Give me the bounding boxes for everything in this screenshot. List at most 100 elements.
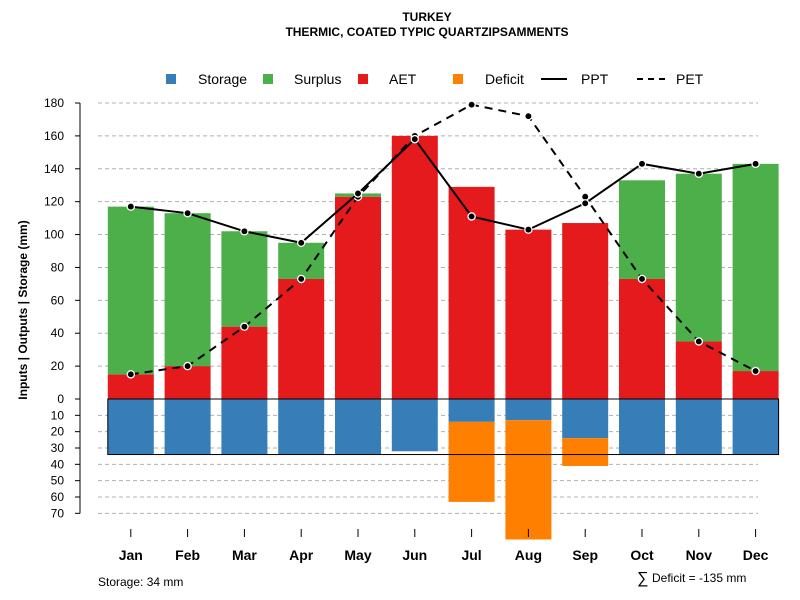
pet-point-mar <box>240 322 249 331</box>
storage-bar-sep <box>562 399 609 439</box>
ppt-line <box>130 137 756 244</box>
aet-bar-jul <box>448 186 495 399</box>
y-tick-label: 20 <box>51 425 65 439</box>
surplus-bar-nov <box>675 173 722 342</box>
x-tick-label-mar: Mar <box>232 547 257 563</box>
aet-bar-apr <box>278 278 325 399</box>
pet-line <box>130 103 757 376</box>
y-tick-label: 100 <box>44 228 64 242</box>
storage-bar-apr <box>278 399 325 455</box>
legend-ppt-label: PPT <box>581 71 609 87</box>
ppt-point-feb <box>183 208 192 218</box>
ppt-point-mar <box>240 227 249 236</box>
aet-bar-sep <box>562 223 609 399</box>
aet-bar-aug <box>505 229 552 399</box>
storage-bar-may <box>335 399 381 455</box>
legend-surplus-swatch <box>263 74 273 84</box>
surplus-bar-mar <box>221 231 268 327</box>
x-tick-label-feb: Feb <box>175 547 200 563</box>
storage-capacity-frame <box>107 398 780 456</box>
surplus-bar-apr <box>278 242 325 279</box>
storage-bar-feb <box>164 399 211 455</box>
y-tick-label: 160 <box>44 129 64 143</box>
y-tick-label: 40 <box>51 457 65 471</box>
x-tick-label-may: May <box>344 547 371 563</box>
chart-title: TURKEY <box>402 10 451 24</box>
y-tick-label: 60 <box>51 490 65 504</box>
aet-bar-nov <box>675 341 722 399</box>
ppt-point-nov <box>694 169 704 178</box>
x-tick-label-dec: Dec <box>743 547 769 563</box>
pet-point-jan <box>126 370 136 379</box>
ppt-point-jul <box>467 212 476 221</box>
pet-point-dec <box>751 366 760 376</box>
series-lines <box>126 100 760 379</box>
axes: 0 20 40 60 80 100 120 140 160 180 10 20 30 40 50 60 70 Ja… <box>44 96 769 563</box>
storage-bar-jun <box>391 399 438 452</box>
y-tick-label: 30 <box>51 441 65 455</box>
y-tick-label: 140 <box>44 162 64 176</box>
storage-bar-nov <box>675 399 722 455</box>
ppt-point-aug <box>524 225 533 234</box>
pet-point-nov <box>694 337 704 346</box>
y-tick-label: 180 <box>44 96 64 110</box>
surplus-bar-feb <box>164 213 211 367</box>
aet-bar-may <box>335 196 381 399</box>
x-tick-label-apr: Apr <box>289 547 314 563</box>
storage-bar-dec <box>732 399 779 455</box>
deficit-bar-jul <box>448 421 495 502</box>
storage-bar-oct <box>619 399 665 455</box>
y-tick-label: 120 <box>44 195 64 209</box>
legend-aet-label: AET <box>389 71 417 87</box>
storage-bar-jul <box>448 399 495 422</box>
aet-bar-mar <box>221 326 268 399</box>
deficit-note: Deficit = -135 mm <box>652 571 746 585</box>
aet-bar-jun <box>391 135 438 399</box>
legend-pet-label: PET <box>676 71 704 87</box>
x-tick-label-aug: Aug <box>515 547 542 563</box>
legend-surplus-label: Surplus <box>294 71 341 87</box>
x-tick-label-sep: Sep <box>572 547 598 563</box>
storage-bar-jan <box>107 399 154 455</box>
lower-bars <box>107 398 780 540</box>
surplus-bar-jan <box>107 206 154 375</box>
y-tick-label: 80 <box>51 260 65 274</box>
x-tick-label-jul: Jul <box>461 547 481 563</box>
legend-aet-swatch <box>358 74 368 84</box>
storage-note: Storage: 34 mm <box>98 575 183 589</box>
pet-point-aug <box>524 111 533 121</box>
ppt-point-jan <box>126 202 136 211</box>
pet-point-oct <box>637 274 647 284</box>
surplus-bar-dec <box>732 163 779 372</box>
ppt-point-sep <box>580 199 590 208</box>
pet-point-apr <box>296 274 306 284</box>
y-tick-label: 0 <box>57 392 64 406</box>
x-tick-label-jun: Jun <box>402 547 427 563</box>
y-tick-label: 10 <box>51 408 65 422</box>
aet-bar-dec <box>732 371 779 399</box>
pet-point-jul <box>467 100 476 109</box>
x-tick-label-oct: Oct <box>630 547 654 563</box>
y-tick-label: 40 <box>51 326 65 340</box>
y-tick-label: 60 <box>51 293 65 307</box>
y-tick-label: 20 <box>51 359 65 373</box>
chart-subtitle: THERMIC, COATED TYPIC QUARTZIPSAMMENTS <box>285 25 568 39</box>
y-tick-label: 70 <box>51 506 65 520</box>
x-tick-label-nov: Nov <box>686 547 713 563</box>
y-tick-label: 50 <box>51 474 65 488</box>
pet-point-feb <box>183 361 192 371</box>
surplus-bar-oct <box>619 180 665 279</box>
ppt-point-apr <box>296 238 306 248</box>
legend-deficit-swatch <box>453 74 463 84</box>
aet-bar-feb <box>164 366 211 399</box>
storage-bar-mar <box>221 399 268 455</box>
legend-deficit-label: Deficit <box>485 71 524 87</box>
x-tick-label-jan: Jan <box>119 547 143 563</box>
upper-bars <box>107 135 779 399</box>
legend: Storage Surplus AET Deficit PPT PET <box>166 71 704 87</box>
storage-bar-aug <box>505 399 552 421</box>
ppt-point-jun <box>410 134 420 144</box>
deficit-bar-aug <box>505 420 552 540</box>
legend-storage-swatch <box>166 74 176 84</box>
